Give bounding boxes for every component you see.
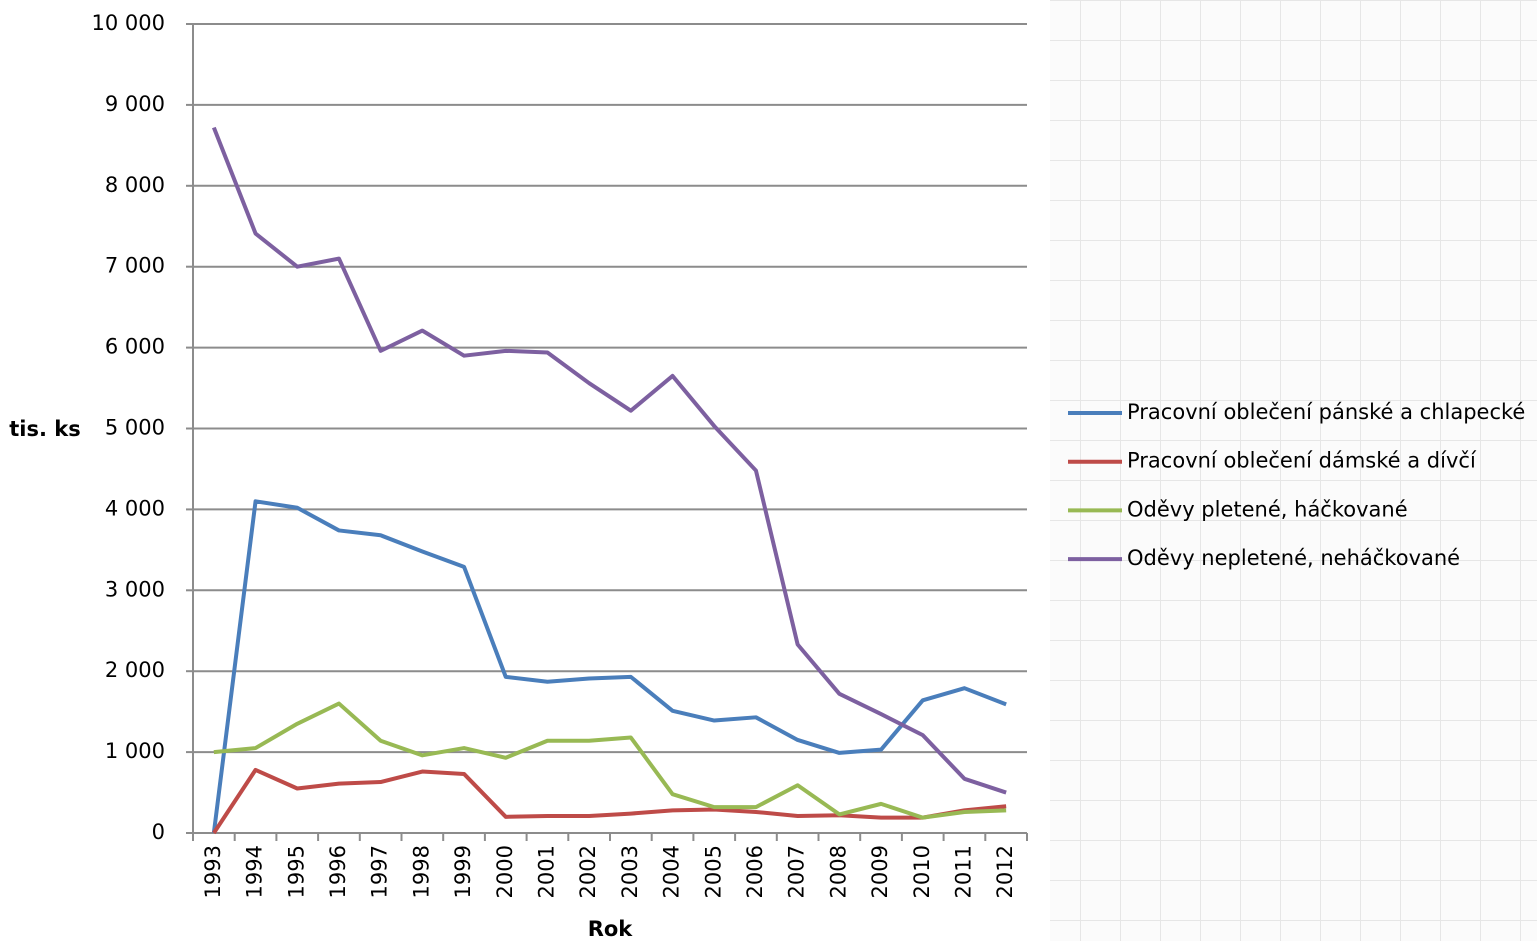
y-axis-label: tis. ks: [9, 417, 81, 441]
x-tick-label: 2012: [993, 845, 1017, 898]
y-tick-label: 6 000: [105, 335, 165, 359]
x-tick-label: 2009: [868, 845, 892, 898]
x-tick-label: 1996: [326, 845, 350, 898]
x-tick-label: 2004: [660, 845, 684, 898]
x-tick-label: 2010: [910, 845, 934, 898]
x-tick-label: 2006: [743, 845, 767, 898]
x-tick-label: 1997: [368, 845, 392, 898]
y-tick-label: 3 000: [105, 577, 165, 601]
y-tick-label: 4 000: [105, 496, 165, 520]
y-tick-label: 2 000: [105, 658, 165, 682]
legend-label: Pracovní oblečení pánské a chlapecké: [1127, 400, 1525, 424]
x-tick-label: 2003: [618, 845, 642, 898]
x-tick-label: 1995: [284, 845, 308, 898]
x-tick-label: 1998: [409, 845, 433, 898]
x-tick-label: 2008: [826, 845, 850, 898]
legend-label: Pracovní oblečení dámské a dívčí: [1127, 449, 1477, 473]
x-tick-label: 1993: [201, 845, 225, 898]
legend-label: Oděvy nepletené, neháčkované: [1127, 546, 1460, 570]
y-tick-label: 8 000: [105, 173, 165, 197]
x-tick-label: 2001: [534, 845, 558, 898]
x-tick-label: 2007: [785, 845, 809, 898]
y-tick-label: 0: [152, 820, 165, 844]
y-tick-label: 9 000: [105, 92, 165, 116]
y-tick-label: 5 000: [105, 416, 165, 440]
y-tick-label: 10 000: [92, 11, 165, 35]
x-tick-label: 2002: [576, 845, 600, 898]
series-line: [211, 126, 1007, 795]
x-tick-label: 1999: [451, 845, 475, 898]
x-tick-label: 2005: [701, 845, 725, 898]
series-line: [213, 701, 1007, 820]
plot-background: [0, 0, 1050, 941]
x-axis-label: Rok: [588, 917, 634, 941]
y-tick-label: 7 000: [105, 254, 165, 278]
x-tick-label: 2000: [493, 845, 517, 898]
series-line: [212, 767, 1007, 835]
y-tick-label: 1 000: [105, 739, 165, 763]
series-line: [211, 499, 1007, 834]
legend-label: Oděvy pletené, háčkované: [1127, 497, 1408, 521]
x-tick-label: 2011: [951, 845, 975, 898]
x-tick-label: 1994: [243, 845, 267, 898]
